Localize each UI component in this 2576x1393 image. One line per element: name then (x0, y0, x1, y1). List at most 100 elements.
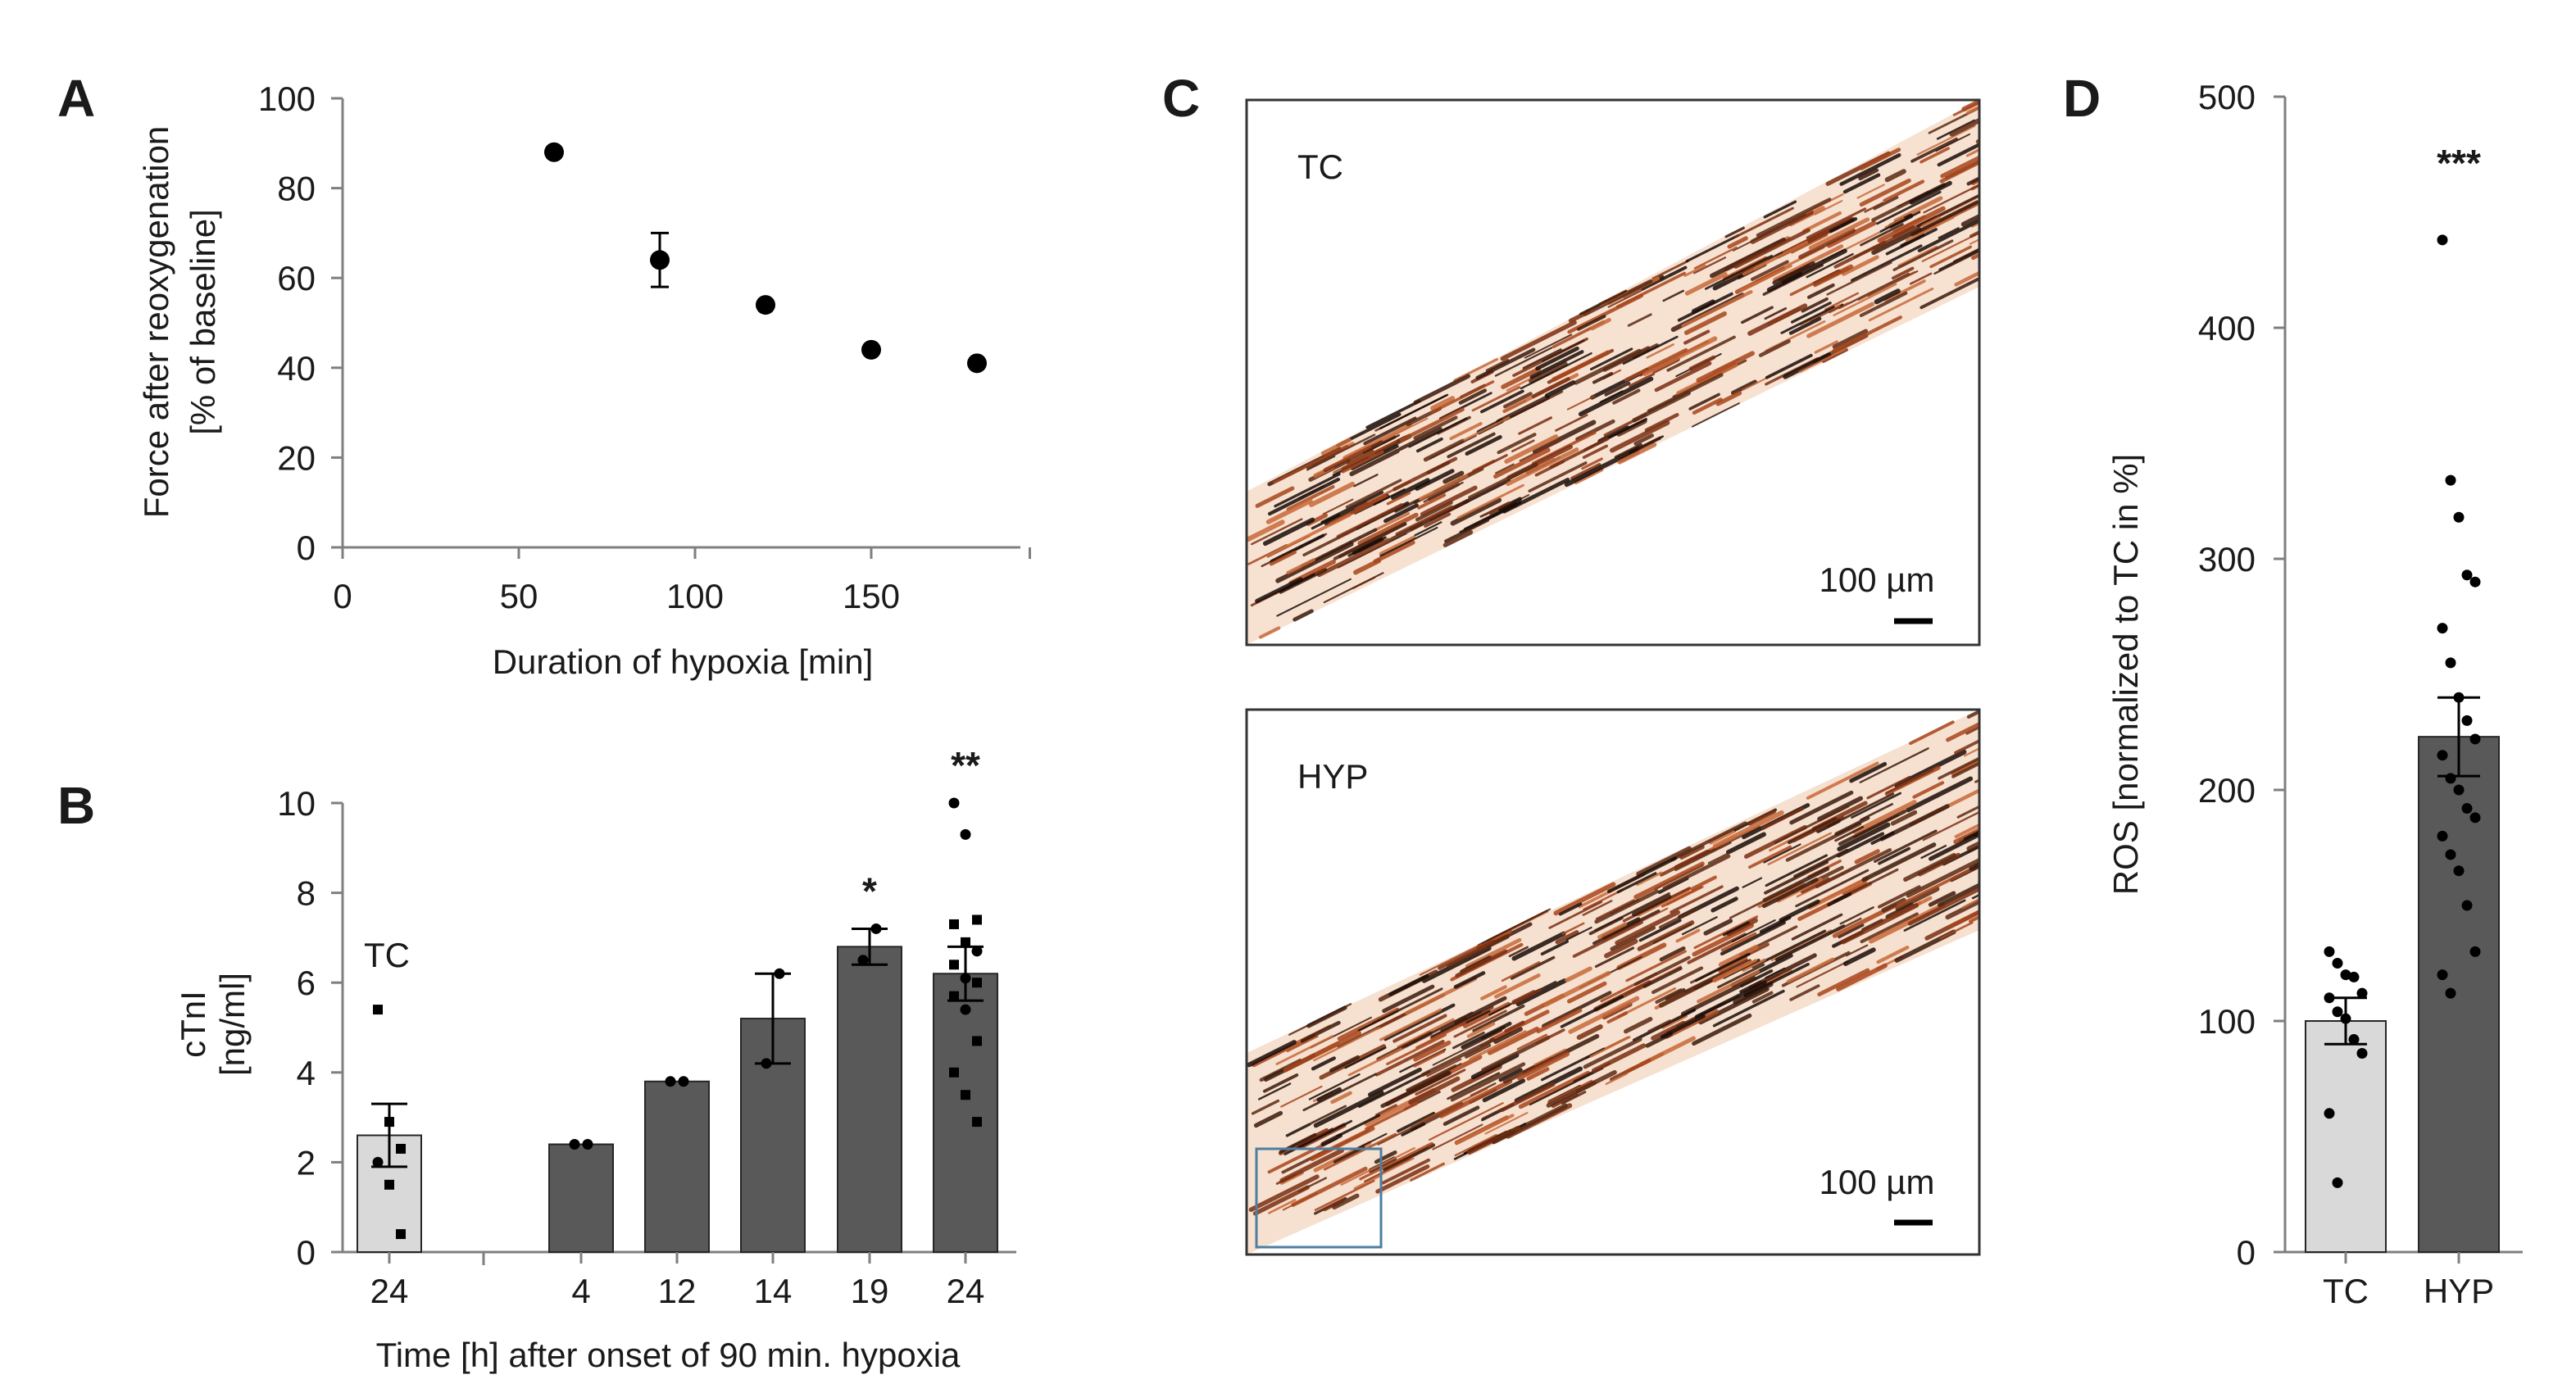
panel-a-y-tick-label: 100 (258, 79, 316, 118)
micrograph-fiber (1570, 463, 1601, 480)
micrograph-fiber (1389, 522, 1424, 542)
micrograph-fiber (1761, 807, 1804, 830)
micrograph-fiber (1851, 792, 1902, 819)
panel-b-data-point (960, 1004, 971, 1015)
micrograph-fiber (1854, 849, 1880, 864)
micrograph-fiber (1833, 917, 1862, 932)
micrograph-fiber (1494, 973, 1541, 999)
micrograph-fiber (1320, 1132, 1343, 1146)
panel-a-data-point (967, 353, 987, 374)
micrograph-fiber (1247, 1040, 1297, 1068)
micrograph-fiber (1465, 435, 1502, 456)
micrograph-fiber (1542, 991, 1612, 1028)
micrograph-fiber (1438, 392, 1492, 420)
micrograph-fiber (1373, 540, 1415, 564)
micrograph-fiber (1839, 153, 1901, 186)
micrograph-hyp-scalebar-label: 100 µm (1820, 1163, 1935, 1201)
micrograph-fiber (1515, 978, 1567, 1007)
micrograph-fiber (1606, 1011, 1629, 1024)
micrograph-fiber (1938, 756, 1979, 780)
micrograph-fiber (1759, 915, 1792, 934)
micrograph-fiber (1877, 206, 1946, 243)
micrograph-fiber (1504, 434, 1559, 464)
micrograph-fiber (1910, 137, 1958, 163)
micrograph-fiber (1857, 270, 1915, 302)
micrograph-fiber (1540, 940, 1570, 956)
micrograph-fiber (1838, 810, 1907, 846)
micrograph-fiber (1800, 877, 1830, 894)
micrograph-fiber (1733, 228, 1810, 269)
micrograph-fiber (1429, 1005, 1494, 1040)
panel-b-data-point (870, 923, 882, 934)
micrograph-fiber (1247, 543, 1288, 565)
micrograph-fiber (1546, 1070, 1617, 1108)
micrograph-fiber (1552, 350, 1611, 382)
micrograph-fiber (1516, 1033, 1547, 1050)
micrograph-fiber (1826, 261, 1892, 296)
micrograph-fiber (1750, 260, 1789, 281)
micrograph-fiber (1349, 448, 1400, 477)
micrograph-fiber (1679, 845, 1705, 860)
micrograph-fiber (1683, 959, 1749, 993)
micrograph-fiber (1257, 1082, 1292, 1100)
micrograph-fiber (1500, 320, 1577, 361)
micrograph-fiber (1916, 125, 1976, 156)
micrograph-fiber (1938, 227, 1960, 239)
micrograph-fiber (1832, 315, 1902, 352)
panel-d-data-point (2461, 900, 2473, 911)
micrograph-fiber (1555, 414, 1588, 432)
micrograph-fiber (1849, 761, 1888, 783)
micrograph-fiber (1740, 306, 1774, 324)
micrograph-fiber (1789, 984, 1820, 1001)
micrograph-fiber (1503, 392, 1533, 409)
micrograph-fiber (1843, 947, 1876, 966)
micrograph-fiber (1712, 960, 1752, 982)
micrograph-fiber (1332, 1193, 1360, 1209)
micrograph-fiber (1336, 1114, 1381, 1137)
micrograph-fiber (1661, 885, 1703, 908)
micrograph-fiber (1251, 1099, 1280, 1115)
panel-d-data-point (2332, 1006, 2343, 1018)
micrograph-fiber (1850, 244, 1923, 282)
micrograph-fiber (1248, 1174, 1320, 1213)
micrograph-fiber (1929, 832, 1979, 861)
micrograph-fiber (1581, 457, 1603, 470)
micrograph-fiber (1956, 805, 1979, 819)
micrograph-fiber (1691, 402, 1740, 428)
panel-a-y-tick-label: 80 (277, 170, 316, 208)
panel-b-data-point (774, 968, 785, 979)
micrograph-fiber (1329, 1055, 1361, 1073)
micrograph-fiber (1971, 893, 1979, 900)
micrograph-fiber (1861, 842, 1937, 883)
panel-b-data-point (949, 960, 959, 970)
micrograph-fiber (1265, 498, 1313, 524)
micrograph-fiber (1636, 871, 1663, 887)
micrograph-fiber (1722, 921, 1750, 937)
panel-d-data-point (2340, 969, 2351, 981)
micrograph-fiber (1614, 442, 1642, 459)
micrograph-fiber (1583, 279, 1653, 316)
micrograph-fiber (1595, 899, 1635, 920)
micrograph-fiber (1418, 474, 1469, 501)
panel-b-data-point (396, 1229, 406, 1240)
micrograph-fiber (1604, 381, 1631, 397)
micrograph-fiber (1528, 461, 1588, 492)
micrograph-fiber (1495, 463, 1515, 474)
micrograph-fiber (1763, 200, 1797, 219)
micrograph-fiber (1881, 897, 1906, 913)
micrograph-fiber (1868, 288, 1934, 322)
micrograph-fiber (1462, 1001, 1511, 1028)
micrograph-fiber (1544, 380, 1576, 398)
micrograph-fiber (1286, 558, 1315, 575)
micrograph-fiber (1885, 769, 1934, 794)
micrograph-fiber (1969, 238, 1979, 245)
micrograph-fiber (1971, 221, 1979, 228)
micrograph-fiber (1316, 538, 1391, 578)
micrograph-fiber (1874, 829, 1938, 863)
micrograph-fiber (1465, 937, 1522, 969)
micrograph-fiber (1954, 739, 1979, 755)
micrograph-fiber (1352, 538, 1383, 556)
panel-b-x-tick-label: 24 (370, 1272, 409, 1310)
panel-a-x-tick-label: 50 (500, 577, 538, 615)
micrograph-fiber (1451, 1064, 1502, 1092)
